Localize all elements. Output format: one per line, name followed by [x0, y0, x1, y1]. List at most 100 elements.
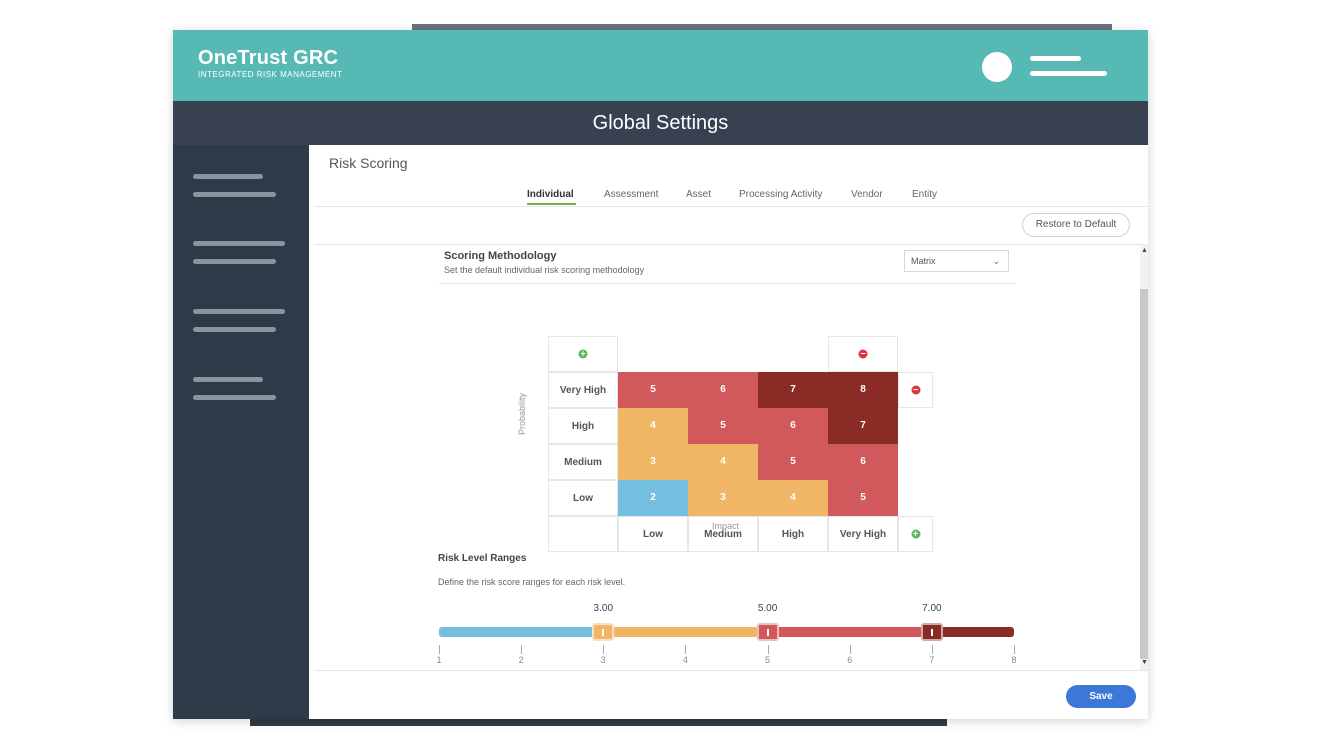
- matrix-cell[interactable]: 2: [618, 480, 688, 516]
- divider: [314, 244, 1148, 245]
- slider-handle[interactable]: [592, 623, 615, 641]
- tab-entity[interactable]: Entity: [912, 189, 938, 200]
- remove-column-cell[interactable]: −: [828, 336, 898, 372]
- tab-assessment[interactable]: Assessment: [604, 189, 659, 200]
- tab-individual[interactable]: Individual: [527, 189, 574, 200]
- add-row-cell[interactable]: +: [548, 336, 618, 372]
- add-column-cell[interactable]: +: [898, 516, 933, 552]
- matrix-cell[interactable]: 4: [688, 444, 758, 480]
- background-panel-top: [412, 24, 1112, 32]
- risk-level-ranges-description: Define the risk score ranges for each ri…: [438, 577, 626, 587]
- matrix-cell[interactable]: 6: [688, 372, 758, 408]
- matrix-cell[interactable]: 7: [758, 372, 828, 408]
- scrollbar-thumb[interactable]: [1140, 289, 1148, 659]
- matrix-cell[interactable]: 5: [828, 480, 898, 516]
- matrix-column-label: Very High: [828, 516, 898, 552]
- active-tab-indicator: [527, 203, 576, 205]
- matrix-cell[interactable]: 5: [618, 372, 688, 408]
- threshold-value-label: 7.00: [922, 603, 942, 614]
- matrix-row-label: Very High: [548, 372, 618, 408]
- matrix-row-label: High: [548, 408, 618, 444]
- sidebar-item-placeholder[interactable]: [193, 259, 276, 264]
- matrix-corner-cell: [548, 516, 618, 552]
- divider: [314, 670, 1148, 671]
- impact-axis-label: Impact: [712, 521, 740, 531]
- matrix-cell[interactable]: 7: [828, 408, 898, 444]
- divider: [439, 283, 1015, 284]
- methodology-select[interactable]: Matrix ⌄: [904, 250, 1009, 272]
- slider-tick-label: 6: [847, 655, 853, 665]
- sidebar-item-placeholder[interactable]: [193, 174, 263, 179]
- menu-placeholder-line: [1030, 56, 1081, 61]
- restore-default-button[interactable]: Restore to Default: [1022, 213, 1130, 237]
- threshold-value-label: 5.00: [757, 603, 778, 614]
- slider-tick-label: 2: [518, 655, 524, 665]
- matrix-column-label: Low: [618, 516, 688, 552]
- remove-circle-icon[interactable]: −: [911, 384, 920, 395]
- matrix-column-label: Medium: [688, 516, 758, 552]
- slider-tick: [1014, 645, 1015, 654]
- avatar[interactable]: [982, 52, 1012, 82]
- sidebar-item-placeholder[interactable]: [193, 377, 263, 382]
- matrix-cell[interactable]: 4: [758, 480, 828, 516]
- divider: [314, 206, 1148, 207]
- section-title: Risk Scoring: [329, 155, 408, 171]
- slider-tick-label: 4: [682, 655, 688, 665]
- chevron-down-icon: ⌄: [992, 256, 1000, 266]
- tab-bar: Individual Assessment Asset Processing A…: [309, 189, 1148, 207]
- slider-handle[interactable]: [756, 623, 779, 641]
- app-window: OneTrust GRC INTEGRATED RISK MANAGEMENT …: [173, 30, 1148, 719]
- slider-tick-label: 5: [765, 655, 771, 665]
- brand-title: OneTrust GRC: [198, 47, 339, 69]
- remove-row-cell[interactable]: −: [898, 372, 933, 408]
- grip-icon: [930, 629, 933, 636]
- matrix-cell[interactable]: 3: [688, 480, 758, 516]
- matrix-row-label: Medium: [548, 444, 618, 480]
- slider-tick-label: 3: [600, 655, 606, 665]
- risk-level-ranges-title: Risk Level Ranges: [438, 553, 527, 564]
- matrix-cell[interactable]: 8: [828, 372, 898, 408]
- probability-axis-label: Probability: [517, 392, 527, 435]
- remove-circle-icon[interactable]: −: [858, 348, 868, 359]
- matrix-cell[interactable]: 4: [618, 408, 688, 444]
- main-content: Risk Scoring Individual Assessment Asset…: [309, 145, 1148, 719]
- slider-handle[interactable]: [920, 623, 943, 641]
- grip-icon: [602, 629, 605, 636]
- tab-processing-activity[interactable]: Processing Activity: [739, 189, 823, 200]
- add-circle-icon[interactable]: +: [911, 528, 920, 539]
- slider-tick: [521, 645, 523, 654]
- menu-placeholder-line: [1030, 71, 1107, 76]
- brand-subtitle: INTEGRATED RISK MANAGEMENT: [198, 70, 343, 79]
- matrix-column-label: High: [758, 516, 828, 552]
- slider-segment: [603, 627, 768, 637]
- matrix-cell[interactable]: 6: [758, 408, 828, 444]
- matrix-cell[interactable]: 6: [828, 444, 898, 480]
- tab-vendor[interactable]: Vendor: [851, 189, 883, 200]
- slider-tick: [685, 645, 687, 654]
- matrix-cell[interactable]: 5: [758, 444, 828, 480]
- matrix-cell[interactable]: 3: [618, 444, 688, 480]
- slider-tick: [767, 645, 769, 654]
- grip-icon: [766, 629, 769, 636]
- methodology-title: Scoring Methodology: [444, 250, 557, 262]
- sidebar-item-placeholder[interactable]: [193, 395, 276, 400]
- tab-asset[interactable]: Asset: [686, 189, 712, 200]
- sidebar-item-placeholder[interactable]: [193, 327, 276, 332]
- sidebar-item-placeholder[interactable]: [193, 309, 285, 314]
- slider-tick: [439, 645, 440, 654]
- methodology-select-value: Matrix: [911, 256, 936, 266]
- add-circle-icon[interactable]: +: [578, 348, 588, 359]
- slider-tick-label: 8: [1011, 655, 1017, 665]
- sidebar-item-placeholder[interactable]: [193, 192, 276, 197]
- slider-tick: [603, 645, 605, 654]
- threshold-value-label: 3.00: [593, 603, 614, 614]
- scroll-up-arrow-icon[interactable]: ▲: [1141, 247, 1148, 254]
- matrix-cell[interactable]: 5: [688, 408, 758, 444]
- slider-segment: [767, 627, 932, 637]
- save-button[interactable]: Save: [1066, 685, 1136, 708]
- sidebar-item-placeholder[interactable]: [193, 241, 285, 246]
- slider-tick: [931, 645, 933, 654]
- scroll-down-arrow-icon[interactable]: ▼: [1141, 659, 1148, 666]
- app-header: OneTrust GRC INTEGRATED RISK MANAGEMENT: [173, 30, 1148, 101]
